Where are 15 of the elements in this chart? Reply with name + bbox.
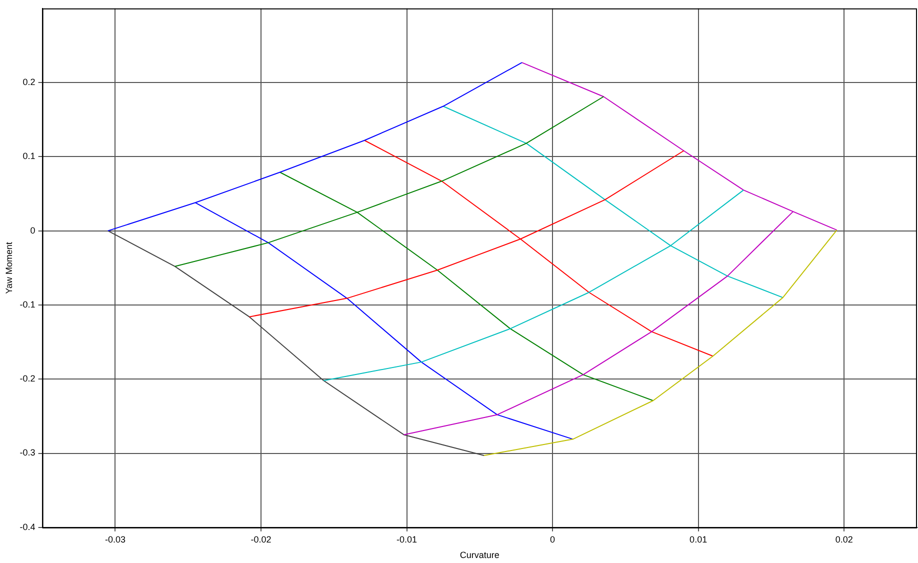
x-tick-label: 0.02 <box>835 534 853 544</box>
y-tick-label: 0.2 <box>22 77 36 88</box>
x-tick-label: 0.01 <box>690 534 708 544</box>
x-tick-label: 0 <box>550 534 556 544</box>
x-tick-label: -0.03 <box>104 534 126 544</box>
y-tick-label: 0 <box>30 225 36 236</box>
y-tick-label: -0.4 <box>20 522 36 532</box>
x-tick-label: -0.01 <box>396 534 418 544</box>
y-tick-label: 0.1 <box>22 151 36 162</box>
y-axis-title: Yaw Moment <box>4 241 14 294</box>
y-tick-label: -0.1 <box>20 299 36 310</box>
x-axis-title: Curvature <box>460 550 500 560</box>
x-tick-label: -0.02 <box>250 534 272 544</box>
y-tick-label: -0.2 <box>20 374 36 384</box>
y-tick-label: -0.3 <box>20 448 36 458</box>
